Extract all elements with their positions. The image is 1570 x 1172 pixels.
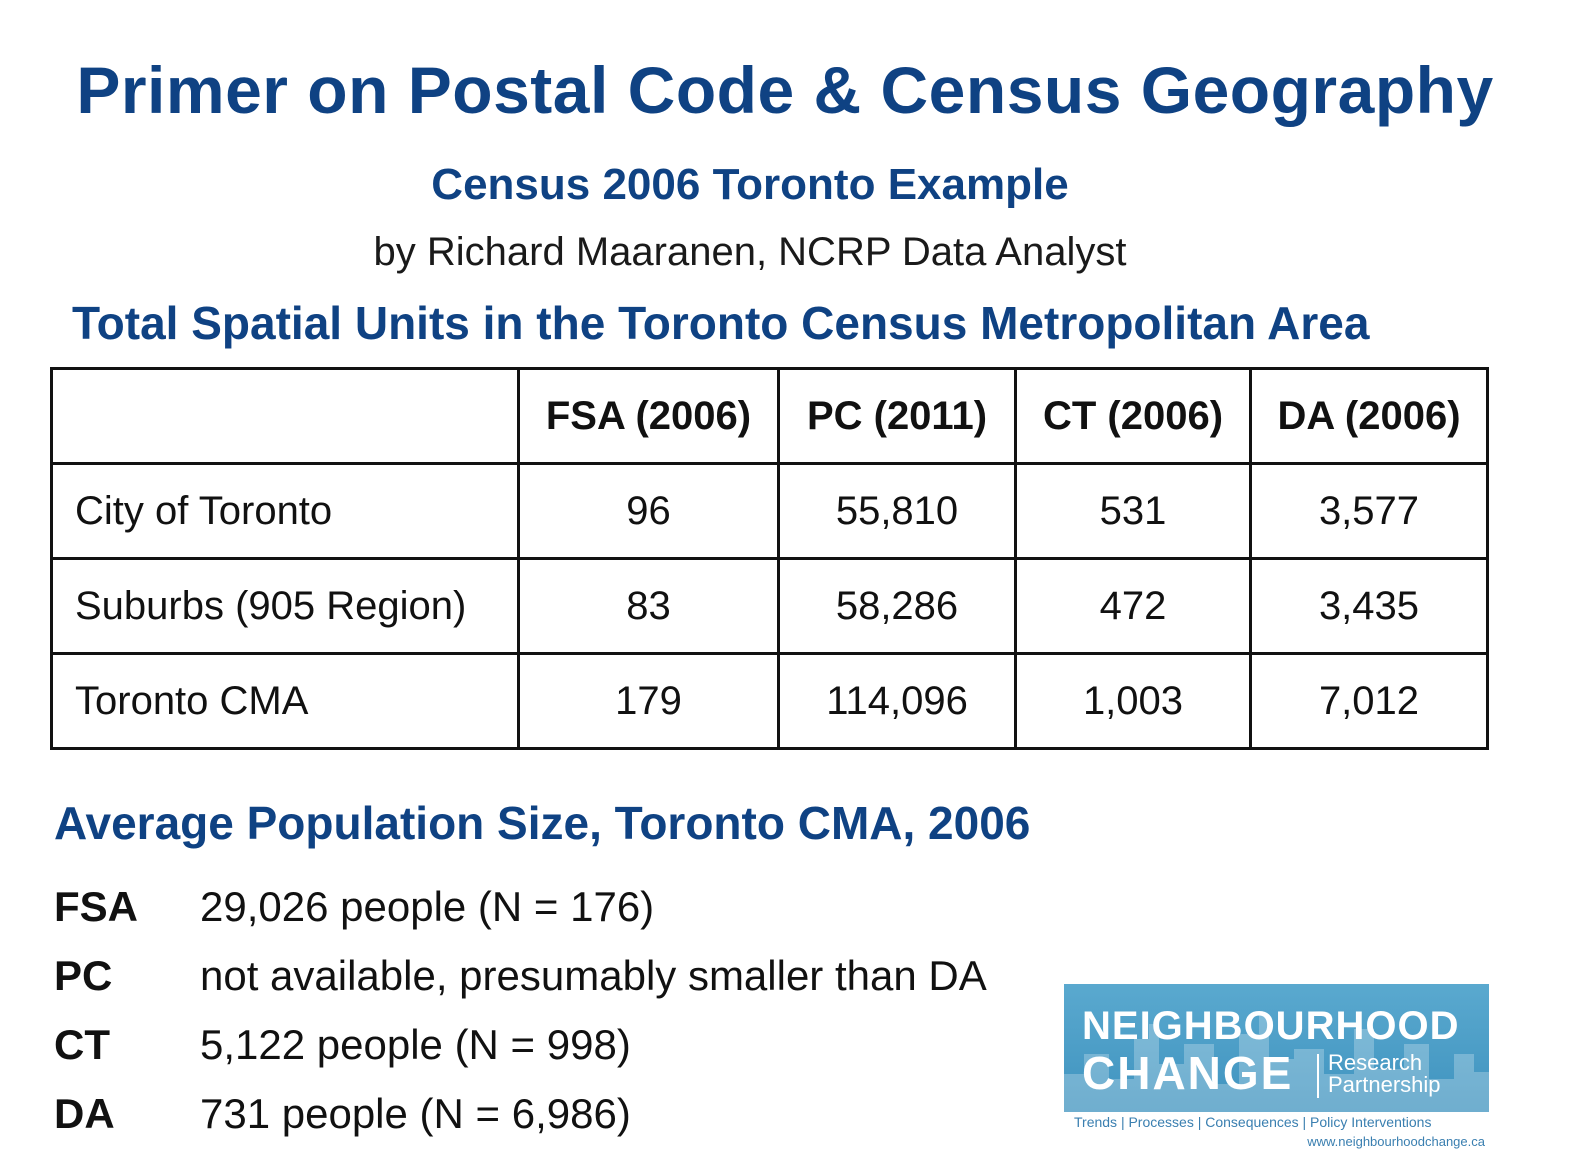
table-row: City of Toronto 96 55,810 531 3,577 (50, 462, 1489, 560)
unit-key: CT (54, 1020, 110, 1068)
cell-fsa: 83 (517, 557, 780, 655)
page-title: Primer on Postal Code & Census Geography (76, 53, 1494, 127)
row-label: Suburbs (905 Region) (50, 557, 520, 655)
table-header-ct: CT (2006) (1014, 367, 1252, 465)
page-subtitle: Census 2006 Toronto Example (431, 160, 1069, 209)
author-byline: by Richard Maaranen, NCRP Data Analyst (373, 230, 1127, 274)
list-item: FSA 29,026 people (N = 176) (54, 872, 987, 941)
spatial-units-table: FSA (2006) PC (2011) CT (2006) DA (2006)… (50, 367, 1489, 750)
cell-ct: 1,003 (1014, 652, 1252, 750)
cell-da: 3,435 (1249, 557, 1489, 655)
logo-word-change: CHANGE (1082, 1047, 1294, 1099)
average-population-list: FSA 29,026 people (N = 176) PC not avail… (54, 872, 987, 1148)
list-item: DA 731 people (N = 6,986) (54, 1079, 987, 1148)
cell-pc: 114,096 (777, 652, 1017, 750)
table-header-fsa: FSA (2006) (517, 367, 780, 465)
table-row: Toronto CMA 179 114,096 1,003 7,012 (50, 652, 1489, 750)
logo-banner: NEIGHBOURHOOD CHANGE Research Partnershi… (1064, 984, 1489, 1112)
logo-word-neighbourhood: NEIGHBOURHOOD (1082, 1004, 1460, 1048)
table-header-pc: PC (2011) (777, 367, 1017, 465)
cell-fsa: 179 (517, 652, 780, 750)
cell-pc: 55,810 (777, 462, 1017, 560)
unit-value: 29,026 people (N = 176) (200, 882, 655, 930)
cell-pc: 58,286 (777, 557, 1017, 655)
cell-fsa: 96 (517, 462, 780, 560)
skyline-icon (1064, 1014, 1489, 1112)
unit-key: FSA (54, 882, 138, 930)
neighbourhood-change-logo: NEIGHBOURHOOD CHANGE Research Partnershi… (1064, 984, 1489, 1150)
spatial-units-heading: Total Spatial Units in the Toronto Censu… (72, 297, 1370, 349)
logo-tagline: Trends | Processes | Consequences | Poli… (1074, 1114, 1432, 1130)
list-item: CT 5,122 people (N = 998) (54, 1010, 987, 1079)
logo-divider (1317, 1054, 1319, 1098)
logo-research: Research (1328, 1050, 1423, 1075)
average-population-heading: Average Population Size, Toronto CMA, 20… (54, 797, 1031, 849)
table-row: Suburbs (905 Region) 83 58,286 472 3,435 (50, 557, 1489, 655)
cell-ct: 472 (1014, 557, 1252, 655)
logo-partnership: Partnership (1328, 1072, 1441, 1097)
unit-value: not available, presumably smaller than D… (200, 951, 987, 999)
table-header-row: FSA (2006) PC (2011) CT (2006) DA (2006) (50, 367, 1489, 465)
unit-value: 731 people (N = 6,986) (200, 1089, 631, 1137)
table-header-da: DA (2006) (1249, 367, 1489, 465)
cell-ct: 531 (1014, 462, 1252, 560)
row-label: City of Toronto (50, 462, 520, 560)
cell-da: 7,012 (1249, 652, 1489, 750)
list-item: PC not available, presumably smaller tha… (54, 941, 987, 1010)
row-label: Toronto CMA (50, 652, 520, 750)
table-header-blank (50, 367, 520, 465)
unit-value: 5,122 people (N = 998) (200, 1020, 631, 1068)
unit-key: DA (54, 1089, 115, 1137)
unit-key: PC (54, 951, 113, 999)
cell-da: 3,577 (1249, 462, 1489, 560)
logo-url: www.neighbourhoodchange.ca (1307, 1134, 1485, 1149)
